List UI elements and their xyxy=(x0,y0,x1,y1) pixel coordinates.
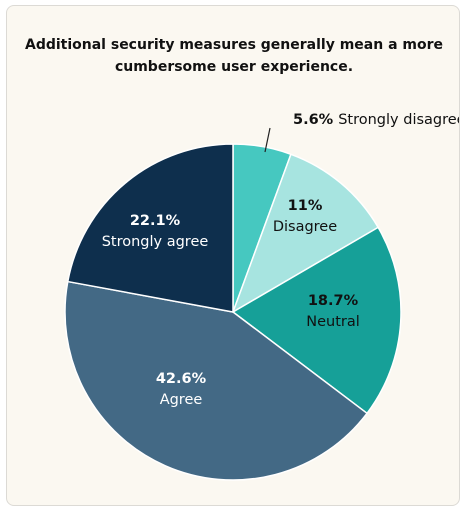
pie-labels: 5.6% Strongly disagree 11% Disagree 18.7% Neu… xyxy=(102,112,460,408)
leader-line-strongly-disagree xyxy=(264,127,271,153)
slice-label-strongly-agree: 22.1% Strongly agree xyxy=(102,213,209,250)
pie-slice-agree xyxy=(64,280,368,481)
slice-label-disagree: 11% Disagree xyxy=(273,198,337,235)
chart-title: Additional security measures generally m… xyxy=(24,37,444,75)
slice-name-strongly-disagree: Strongly disagree xyxy=(338,112,460,128)
slice-percent-strongly-agree: 22.1% xyxy=(130,213,181,229)
pie-slice-strongly-agree xyxy=(67,143,234,313)
pie-slices xyxy=(64,143,402,481)
slice-percent-agree: 42.6% xyxy=(156,371,207,387)
slice-name-neutral: Neutral xyxy=(306,314,360,330)
pie-slice-disagree xyxy=(232,153,379,313)
slice-percent-neutral: 18.7% xyxy=(308,293,359,309)
pie-chart: 5.6% Strongly disagree 11% Disagree 18.7% Neu… xyxy=(64,112,460,481)
slice-percent-strongly-disagree: 5.6% xyxy=(293,112,334,128)
slice-name-agree: Agree xyxy=(160,392,203,408)
pie-slice-neutral xyxy=(232,226,402,415)
slice-label-agree: 42.6% Agree xyxy=(156,371,207,408)
slice-name-strongly-agree: Strongly agree xyxy=(102,234,209,250)
slice-percent-disagree: 11% xyxy=(288,198,323,214)
slice-label-neutral: 18.7% Neutral xyxy=(306,293,360,330)
chart-card: Additional security measures generally m… xyxy=(6,5,460,506)
slice-name-disagree: Disagree xyxy=(273,219,337,235)
slice-label-strongly-disagree: 5.6% Strongly disagree xyxy=(293,112,460,128)
